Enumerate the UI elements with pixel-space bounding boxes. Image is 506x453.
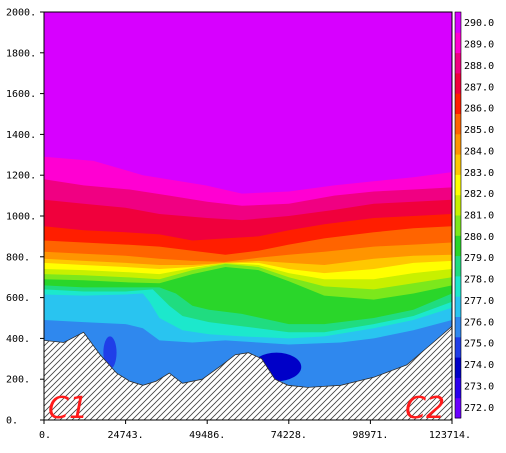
colorbar-label: 289.0 [464, 40, 494, 51]
y-tick-label: 1200. [6, 171, 36, 182]
x-tick-label: 0. [39, 430, 51, 441]
colorbar-label: 277.0 [464, 296, 494, 307]
low-center-0 [103, 336, 117, 369]
colorbar-swatch [455, 336, 461, 358]
y-tick-label: 1400. [6, 130, 36, 141]
colorbar-swatch [455, 397, 461, 419]
colorbar-label: 290.0 [464, 18, 494, 29]
colorbar-label: 288.0 [464, 61, 494, 72]
colorbar-swatch [455, 215, 461, 236]
colorbar-label: 272.0 [464, 403, 494, 414]
terrain-mask [43, 325, 453, 421]
colorbar-swatch [455, 113, 461, 135]
x-axis: 0. 24743. 49486. 74228. 98971. 123714. [39, 420, 471, 441]
colorbar-frame [454, 11, 462, 419]
colorbar-label: 275.0 [464, 339, 494, 350]
y-tick-label: 800. [6, 252, 30, 263]
label-c1: C1 [48, 391, 88, 426]
y-tick-label: 1800. [6, 48, 36, 59]
colorbar-label: 280.0 [464, 232, 494, 243]
colorbar-label: 286.0 [464, 104, 494, 115]
colorbar-swatch [455, 357, 461, 378]
colorbar-label: 282.0 [464, 189, 494, 200]
colorbar-swatch [455, 133, 461, 155]
label-c2: C2 [405, 391, 445, 426]
colorbar: 272.0 273.0 274.0 275.0 276.0 277.0 278.0 279.0… [454, 11, 494, 419]
x-tick-label: 24743. [108, 430, 144, 441]
y-tick-label: 1000. [6, 212, 36, 223]
colorbar-label: 283.0 [464, 168, 494, 179]
colorbar-swatch [455, 93, 461, 114]
x-tick-label: 98971. [352, 430, 388, 441]
colorbar-swatch [455, 32, 461, 54]
x-tick-label: 123714. [429, 430, 471, 441]
colorbar-swatch [455, 12, 461, 33]
colorbar-label: 281.0 [464, 211, 494, 222]
colorbar-label: 279.0 [464, 253, 494, 264]
y-tick-label: 1600. [6, 89, 36, 100]
colorbar-swatch [455, 255, 461, 277]
colorbar-label: 287.0 [464, 82, 494, 93]
colorbar-swatch [455, 154, 461, 175]
y-axis: 0. 200. 400. 600. 800. 1000. 1200. 1400. 1600. 18… [6, 8, 44, 427]
colorbar-label: 274.0 [464, 360, 494, 371]
colorbar-swatch [455, 72, 461, 94]
colorbar-swatch [455, 52, 461, 74]
y-tick-label: 600. [6, 293, 30, 304]
colorbar-label: 276.0 [464, 317, 494, 328]
colorbar-label: 284.0 [464, 146, 494, 157]
y-tick-label: 0. [6, 416, 18, 427]
colorbar-swatch [455, 174, 461, 196]
colorbar-swatch [455, 194, 461, 216]
x-tick-label: 74228. [271, 430, 307, 441]
colorbar-swatch [455, 296, 461, 317]
colorbar-swatch [455, 235, 461, 257]
y-tick-label: 2000. [6, 8, 36, 19]
colorbar-label: 273.0 [464, 381, 494, 392]
colorbar-label: 285.0 [464, 125, 494, 136]
colorbar-swatch [455, 275, 461, 297]
colorbar-label: 278.0 [464, 275, 494, 286]
y-tick-label: 400. [6, 334, 30, 345]
y-tick-label: 200. [6, 375, 30, 386]
x-tick-label: 49486. [189, 430, 225, 441]
colorbar-swatch [455, 316, 461, 338]
colorbar-swatch [455, 377, 461, 399]
